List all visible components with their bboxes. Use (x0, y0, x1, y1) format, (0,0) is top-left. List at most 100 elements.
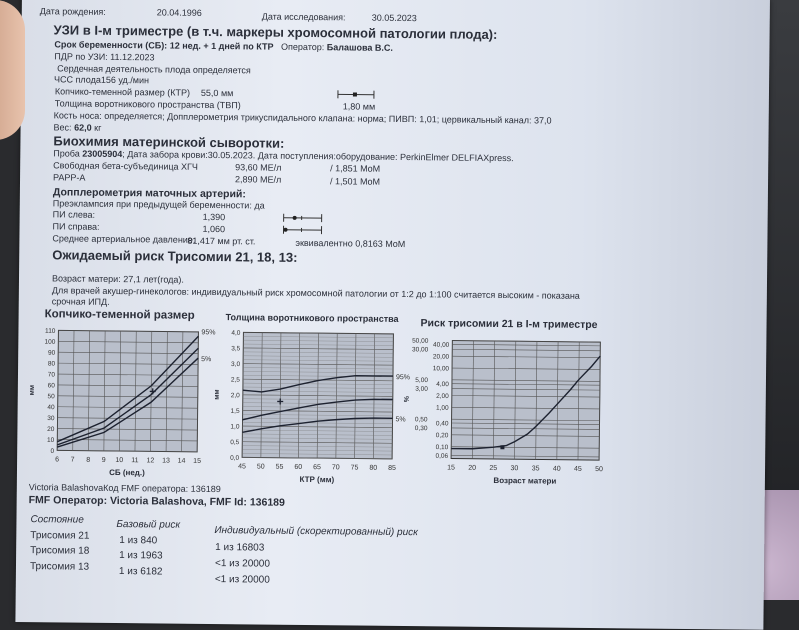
chart-crl-title: Копчико-теменной размер (45, 308, 195, 323)
crl-label: Копчико-теменной размер (КТР) (55, 86, 190, 98)
x-tick-label: 50 (595, 466, 603, 473)
risk-note-2: срочная ИПД. (52, 296, 110, 308)
table-header-condition: Состояние (30, 514, 83, 527)
x-tick-label: 45 (238, 463, 246, 470)
table-cell: Трисомия 21 (30, 530, 89, 543)
edd: ПДР по УЗИ: 11.12.2023 (54, 51, 154, 63)
finger (0, 0, 25, 140)
x-tick-label: 60 (294, 464, 302, 471)
x-axis-label: КТР (мм) (300, 475, 335, 484)
table-cell: Трисомия 13 (30, 561, 89, 574)
y-tick-label: 10,00 (433, 365, 450, 372)
hcg-label: Свободная бета-субъединица ХГЧ (53, 160, 198, 173)
risk-note: Для врачей акушер-гинекологов: индивидуа… (52, 285, 580, 302)
y-tick-label: 0,30 (415, 425, 428, 432)
x-tick-label: 65 (313, 464, 321, 471)
plot-area (57, 330, 198, 451)
y-axis-label: % (404, 395, 411, 402)
y-tick-label: 0,0 (230, 455, 239, 462)
y-tick-label: 1,0 (230, 423, 239, 430)
y-tick-label: 4,0 (231, 330, 240, 337)
nasal-bone-line: Кость носа: определяется; Допплерометрия… (54, 110, 552, 126)
y-tick-label: 0,5 (230, 439, 239, 446)
x-tick-label: 15 (447, 464, 455, 471)
y-tick-label: 60 (48, 382, 56, 389)
pi-right-label: ПИ справа: (52, 221, 99, 232)
x-tick-label: 75 (351, 464, 359, 471)
x-tick-label: 20 (468, 465, 476, 472)
y-tick-label: 0,40 (436, 420, 449, 427)
crl-range-marker (336, 89, 376, 99)
pappa-label: PAPP-A (53, 172, 85, 183)
table-header-base: Базовый риск (116, 519, 180, 532)
map-value: 81,417 мм рт. ст. (187, 236, 255, 248)
weight-unit: кг (94, 123, 101, 133)
birth-label: Дата рождения: (40, 6, 106, 18)
crl-value: 55,0 мм (201, 88, 234, 99)
y-tick-label: 20,00 (433, 353, 450, 360)
x-tick-label: 13 (162, 457, 170, 464)
x-tick-label: 55 (276, 464, 284, 471)
y-tick-label: 0,10 (436, 444, 449, 451)
y-tick-label: 10 (47, 437, 55, 444)
y-tick-label: 2,5 (231, 377, 240, 384)
map-equivalent: эквивалентно 0,8163 MoM (295, 238, 405, 250)
nt-value: 1,80 мм (343, 101, 376, 112)
y-tick-label: 100 (44, 339, 55, 346)
nt-label: Толщина воротникового пространства (ТВП) (55, 98, 241, 111)
x-tick-label: 70 (332, 464, 340, 471)
y-tick-label: 20 (47, 426, 55, 433)
sample-id: 23005904 (82, 149, 122, 159)
pi-left-label: ПИ слева: (53, 209, 96, 220)
x-tick-label: 9 (102, 457, 106, 464)
y-tick-label: 1,00 (436, 405, 449, 412)
hcg-value: 93,60 МЕ/л (235, 162, 281, 173)
x-tick-label: 40 (553, 466, 561, 473)
x-tick-label: 7 (71, 457, 75, 464)
y-tick-label: 110 (45, 328, 56, 335)
series-label: 5% (201, 356, 211, 363)
y-tick-label: 0 (51, 448, 55, 455)
y-tick-label: 3,0 (231, 361, 240, 368)
x-tick-label: 8 (86, 457, 90, 464)
table-cell: <1 из 20000 (215, 558, 270, 571)
table-cell: 1 из 1963 (119, 550, 163, 562)
y-tick-label: 1,5 (231, 408, 240, 415)
term-label: Срок беременности (СБ): (54, 39, 167, 50)
pi-left-marker (282, 213, 324, 223)
x-tick-label: 11 (131, 457, 138, 464)
pappa-value: 2,890 МЕ/л (235, 174, 281, 185)
exam-label: Дата исследования: (262, 12, 346, 24)
map-label: Среднее артериальное давление: (52, 233, 195, 245)
y-tick-label: 90 (48, 350, 56, 357)
weight-label: Вес: (54, 122, 72, 132)
fetal-heart-rate: ЧСС плода156 уд./мин (54, 74, 149, 86)
medical-report-sheet: Дата рождения: 20.04.1996 Дата исследова… (15, 0, 770, 630)
operator-value: Балашова В.С. (327, 42, 393, 53)
table-cell: <1 из 20000 (215, 574, 270, 587)
data-point (500, 445, 504, 449)
risk-title: Ожидаемый риск Трисомии 21, 18, 13: (52, 247, 297, 265)
pi-right-marker (281, 225, 323, 235)
x-tick-label: 14 (178, 458, 186, 465)
y-tick-label: 50,00 (412, 338, 429, 345)
pi-right-value: 1,060 (202, 224, 225, 235)
sample-label: Проба (53, 148, 80, 158)
x-tick-label: 15 (193, 458, 201, 465)
chart-nt-title: Толщина воротникового пространства (226, 312, 399, 325)
x-tick-label: 85 (388, 465, 396, 472)
x-tick-label: 35 (532, 465, 540, 472)
fmf-operator-line: FMF Оператор: Victoria Balashova, FMF Id… (29, 494, 285, 509)
x-tick-label: 6 (55, 456, 59, 463)
fmf-code-line: Victoria BalashovaКод FMF оператора: 136… (29, 482, 221, 495)
y-tick-label: 0,20 (436, 432, 449, 439)
x-axis-label: СБ (нед.) (109, 468, 145, 477)
x-tick-label: 80 (369, 465, 377, 472)
operator-label: Оператор: (281, 42, 324, 52)
maternal-age: Возраст матери: 27,1 лет(года). (52, 273, 184, 285)
pappa-mom: / 1,501 MoM (330, 176, 380, 188)
y-tick-label: 0,06 (435, 453, 448, 460)
x-tick-label: 10 (115, 457, 123, 464)
table-cell: Трисомия 18 (30, 545, 89, 558)
